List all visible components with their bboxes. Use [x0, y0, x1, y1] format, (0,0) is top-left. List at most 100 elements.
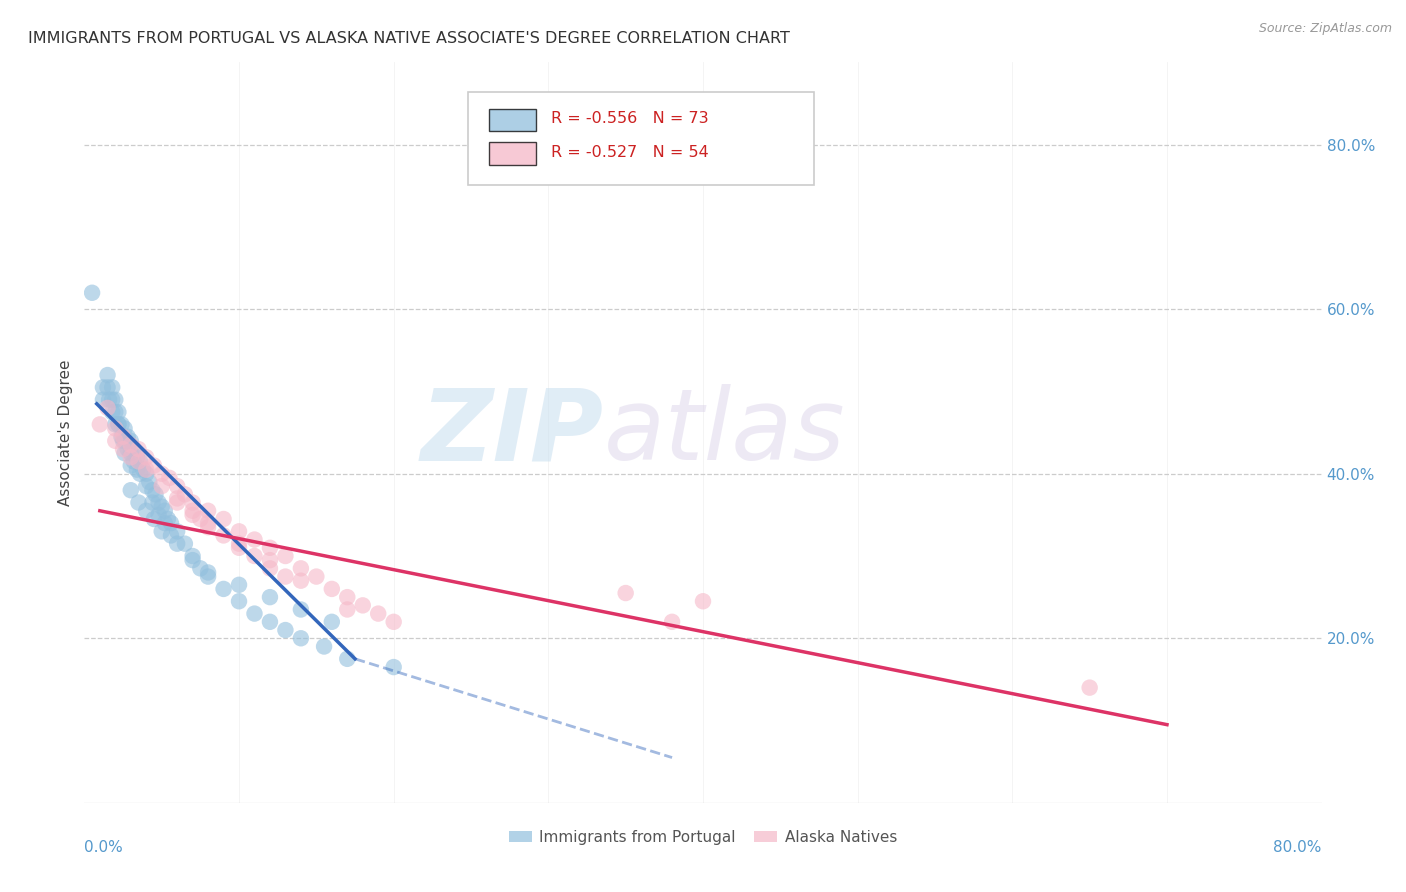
Point [321, 615, 343, 629]
Point [104, 421, 127, 435]
Point [274, 623, 297, 637]
Text: R = -0.556   N = 73: R = -0.556 N = 73 [551, 112, 709, 126]
Point [259, 541, 281, 555]
Point [96, 380, 118, 394]
Text: ZIP: ZIP [420, 384, 605, 481]
Point [96, 401, 118, 415]
Point [166, 491, 188, 506]
Point [135, 450, 157, 465]
Point [148, 495, 170, 509]
Point [107, 417, 129, 432]
Point [228, 536, 250, 550]
Point [117, 430, 139, 444]
Point [129, 454, 152, 468]
Point [290, 632, 312, 646]
Text: atlas: atlas [605, 384, 845, 481]
Point [150, 524, 173, 539]
Point [112, 430, 135, 444]
Point [125, 462, 148, 476]
Text: 80.0%: 80.0% [1274, 840, 1322, 855]
Point [243, 607, 266, 621]
Point [166, 479, 188, 493]
Point [114, 434, 136, 448]
Point [305, 569, 328, 583]
Point [112, 434, 135, 448]
Point [104, 392, 127, 407]
Point [197, 520, 219, 534]
Point [228, 524, 250, 539]
Point [135, 467, 157, 481]
Point [228, 594, 250, 608]
Point [120, 483, 142, 498]
Point [138, 475, 160, 489]
Point [127, 495, 149, 509]
Point [127, 454, 149, 468]
Point [181, 553, 204, 567]
Point [188, 561, 211, 575]
Point [150, 479, 173, 493]
Point [150, 467, 173, 481]
Point [166, 524, 188, 539]
Point [197, 504, 219, 518]
Point [160, 528, 183, 542]
Point [274, 549, 297, 563]
Point [382, 660, 405, 674]
Point [135, 504, 157, 518]
Point [141, 495, 163, 509]
Point [148, 508, 170, 522]
Point [228, 578, 250, 592]
Point [367, 607, 389, 621]
Point [145, 487, 167, 501]
Point [150, 500, 173, 514]
Point [120, 458, 142, 473]
Point [120, 446, 142, 460]
Point [101, 405, 124, 419]
Point [321, 582, 343, 596]
Point [122, 442, 145, 456]
Point [352, 599, 374, 613]
Point [197, 516, 219, 530]
Point [1078, 681, 1101, 695]
Point [259, 561, 281, 575]
Point [259, 553, 281, 567]
Point [382, 615, 405, 629]
Point [259, 590, 281, 604]
Text: Source: ZipAtlas.com: Source: ZipAtlas.com [1258, 22, 1392, 36]
Point [336, 652, 359, 666]
Point [143, 512, 166, 526]
Point [181, 495, 204, 509]
FancyBboxPatch shape [468, 92, 814, 185]
Point [661, 615, 683, 629]
Point [135, 462, 157, 476]
Point [107, 417, 129, 432]
Point [336, 590, 359, 604]
Point [160, 516, 183, 530]
Point [98, 392, 121, 407]
Point [212, 582, 235, 596]
Point [156, 512, 179, 526]
FancyBboxPatch shape [489, 143, 536, 165]
Point [174, 487, 197, 501]
Point [336, 602, 359, 616]
Point [104, 417, 127, 432]
FancyBboxPatch shape [489, 109, 536, 131]
Point [104, 434, 127, 448]
Point [181, 549, 204, 563]
Point [96, 368, 118, 382]
Point [212, 528, 235, 542]
Point [188, 512, 211, 526]
Point [290, 574, 312, 588]
Point [290, 561, 312, 575]
Point [110, 430, 132, 444]
Point [112, 442, 135, 456]
Point [228, 541, 250, 555]
Point [181, 504, 204, 518]
Point [129, 467, 152, 481]
Point [101, 392, 124, 407]
Point [104, 405, 127, 419]
Point [120, 434, 142, 448]
Point [212, 512, 235, 526]
Point [107, 405, 129, 419]
Point [91, 392, 114, 407]
Text: R = -0.527   N = 54: R = -0.527 N = 54 [551, 145, 709, 161]
